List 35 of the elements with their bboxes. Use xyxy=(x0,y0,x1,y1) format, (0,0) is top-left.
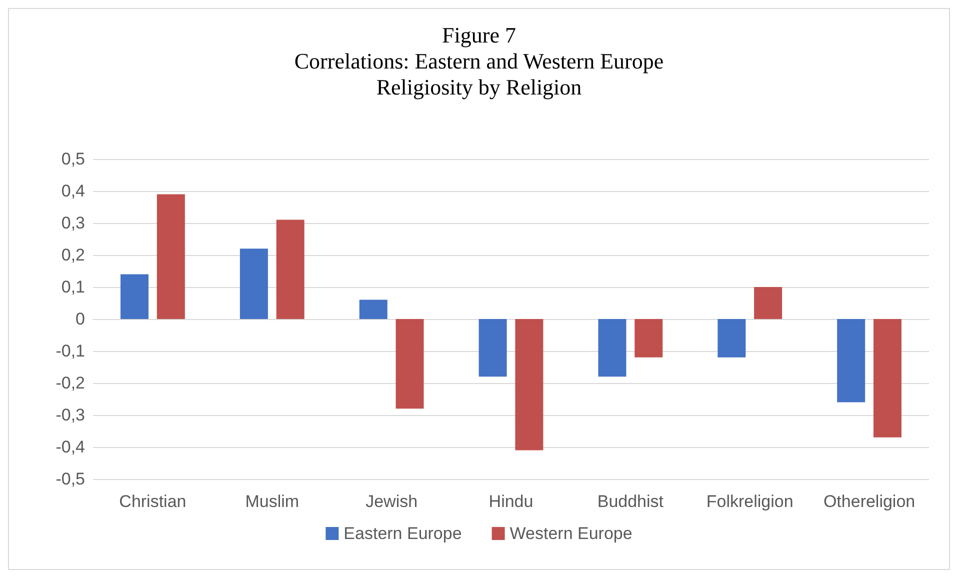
bar xyxy=(718,319,746,358)
y-tick-label: -0,4 xyxy=(56,438,85,456)
y-tick-label: 0,5 xyxy=(61,150,85,168)
legend-label: Western Europe xyxy=(510,524,632,543)
bar xyxy=(478,319,507,377)
bar xyxy=(120,274,149,319)
y-tick-label: 0,3 xyxy=(61,214,85,232)
bar xyxy=(276,220,304,319)
y-tick-label: 0,4 xyxy=(61,182,85,200)
bar xyxy=(634,319,663,358)
y-tick-label: -0,3 xyxy=(56,406,85,424)
y-tick-label: 0,1 xyxy=(61,278,85,296)
bar xyxy=(240,248,268,319)
bar xyxy=(598,319,626,377)
y-tick-label: -0,5 xyxy=(56,470,85,488)
bar xyxy=(754,287,782,319)
chart-title: Figure 7 Correlations: Eastern and Western Europe Religiosity by Religion xyxy=(294,22,664,100)
bar xyxy=(396,319,424,409)
bar xyxy=(873,319,902,438)
bar xyxy=(837,319,866,402)
y-tick-label: 0,2 xyxy=(61,246,85,264)
legend-label: Eastern Europe xyxy=(344,524,462,543)
x-tick-label: Christian xyxy=(119,492,186,511)
y-tick-label: -0,2 xyxy=(56,374,85,392)
x-tick-label: Jewish xyxy=(366,492,418,511)
y-tick-label: 0 xyxy=(76,310,85,328)
x-tick-label: Hindu xyxy=(488,492,534,511)
bar xyxy=(359,300,388,319)
y-tick-label: -0,1 xyxy=(56,342,85,360)
x-tick-label: Muslim xyxy=(245,492,300,511)
bar xyxy=(515,319,544,450)
x-tick-label: Othereligion xyxy=(823,492,916,511)
x-tick-label: Folkreligion xyxy=(706,492,794,511)
x-tick-label: Buddhist xyxy=(597,492,664,511)
bar xyxy=(156,194,185,319)
